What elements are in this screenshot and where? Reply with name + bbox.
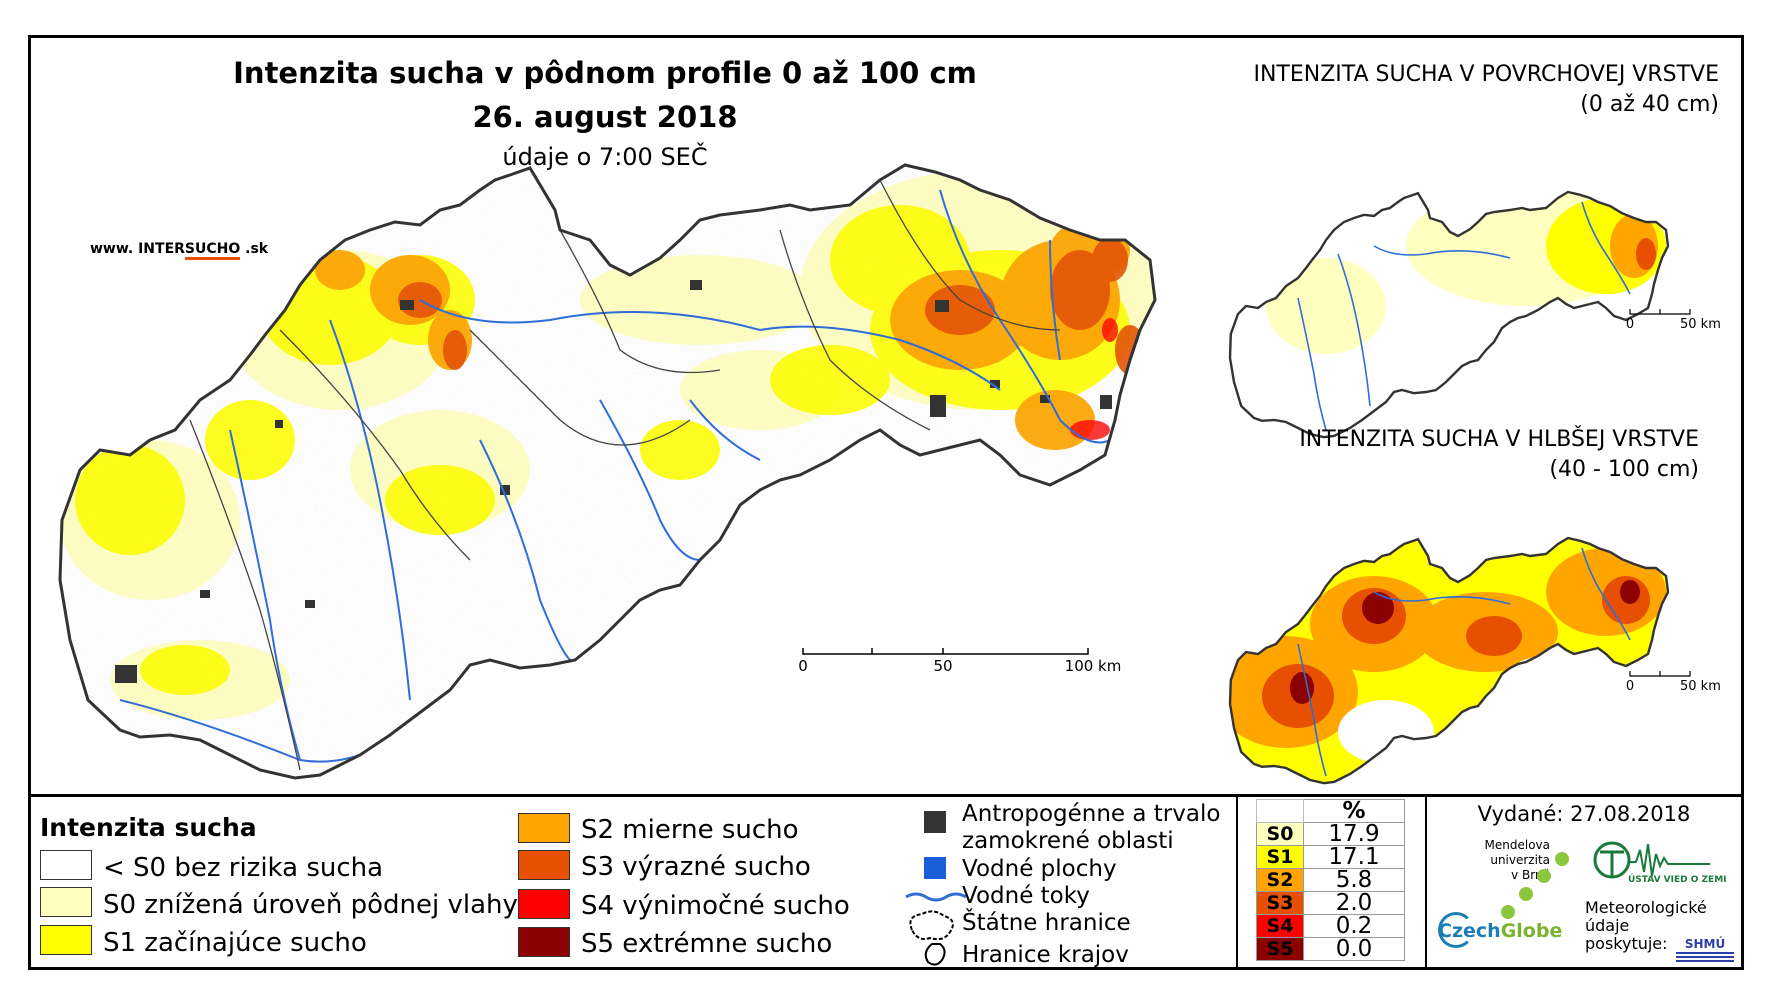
inset-scale-bars — [1629, 309, 1691, 677]
map-date: 26. august 2018 — [472, 100, 738, 134]
ustav-vied-o-zemi-logo — [1593, 841, 1710, 879]
percent-value: 17.9 — [1303, 822, 1405, 846]
main-title: Intenzita sucha v pôdnom profile 0 až 10… — [233, 56, 977, 90]
meteo-data-credit: Meteorologické údaje poskytuje: — [1585, 898, 1707, 953]
percent-value: 5.8 — [1303, 868, 1405, 892]
legend-label-s0: S0 znížená úroveň pôdnej vlahy — [103, 890, 518, 920]
czechglobe-ring-icon — [1438, 912, 1474, 948]
percent-class: S2 — [1256, 868, 1304, 892]
percent-class: S3 — [1256, 891, 1304, 915]
percent-header: % — [1303, 799, 1405, 823]
percent-header-empty — [1256, 799, 1304, 823]
legend-swatch-s0 — [40, 887, 92, 917]
inset-deep-subtitle: (40 - 100 cm) — [1549, 457, 1699, 482]
percent-value: 0.0 — [1303, 937, 1405, 961]
percent-row-s2: S2 5.8 — [1256, 868, 1405, 892]
czechglobe-logo-part2: Globe — [1500, 920, 1563, 942]
shmu-logo-text: SHMÚ — [1676, 938, 1734, 950]
legend-swatch-s5 — [518, 927, 570, 957]
ustav-vied-o-zemi-text: ÚSTAV VIED O ZEMI — [1628, 875, 1727, 885]
website-accent: SUCHO — [184, 241, 241, 260]
inset-surface-title: INTENZITA SUCHA V POVRCHOVEJ VRSTVE — [1253, 62, 1719, 87]
inset-deep-scale-zero: 0 — [1625, 679, 1635, 694]
percent-row-s4: S4 0.2 — [1256, 914, 1405, 938]
percent-value: 0.2 — [1303, 914, 1405, 938]
percent-row-s3: S3 2.0 — [1256, 891, 1405, 915]
percent-row-s0: S0 17.9 — [1256, 822, 1405, 846]
percent-class: S0 — [1256, 822, 1304, 846]
mendel-logo-dot — [1519, 887, 1533, 901]
percent-class: S1 — [1256, 845, 1304, 869]
legend-separator-2 — [1425, 796, 1427, 970]
percent-value: 2.0 — [1303, 891, 1405, 915]
legend-swatch-s1 — [40, 925, 92, 955]
legend-label-below-s0: < S0 bez rizika sucha — [103, 853, 384, 883]
legend-label-s4: S4 výnimočné sucho — [581, 891, 850, 921]
legend-label-water-bodies: Vodné plochy — [962, 856, 1117, 882]
legend-label-s1: S1 začínajúce sucho — [103, 928, 367, 958]
shmu-logo: SHMÚ — [1676, 938, 1734, 962]
legend-label-s5: S5 extrémne sucho — [581, 929, 833, 959]
issued-date: Vydané: 27.08.2018 — [1477, 802, 1691, 826]
main-scale-mid: 50 — [933, 657, 953, 675]
legend-title: Intenzita sucha — [40, 813, 257, 842]
legend-label-anthropogenic: Antropogénne a trvalo zamokrené oblasti — [962, 801, 1221, 854]
inset-map-deep — [1228, 536, 1670, 785]
percent-value: 17.1 — [1303, 845, 1405, 869]
mendel-logo-dot — [1501, 905, 1515, 919]
percent-row-s1: S1 17.1 — [1256, 845, 1405, 869]
legend-swatch-s2 — [518, 813, 570, 843]
mendel-logo-dot — [1537, 869, 1551, 883]
legend-swatch-s3 — [518, 850, 570, 880]
data-time: údaje o 7:00 SEČ — [502, 143, 708, 171]
percent-class: S4 — [1256, 914, 1304, 938]
percent-class: S5 — [1256, 937, 1304, 961]
inset-deep-title: INTENZITA SUCHA V HLBŠEJ VRSTVE — [1299, 427, 1699, 452]
main-scale-end: 100 km — [1064, 657, 1122, 675]
legend-label-s2: S2 mierne sucho — [581, 815, 799, 845]
mendel-logo-text: Mendelova univerzita v Brně — [1484, 838, 1550, 882]
main-scale-zero: 0 — [798, 657, 808, 675]
percent-table-header: % — [1256, 799, 1405, 823]
percent-row-s5: S5 0.0 — [1256, 937, 1405, 961]
legend-label-s3: S3 výrazné sucho — [581, 852, 811, 882]
website-prefix: www. INTER — [90, 241, 185, 257]
inset-deep-scale-end: 50 km — [1680, 679, 1721, 694]
website-suffix: .sk — [240, 241, 269, 257]
mendel-logo-dot — [1555, 852, 1569, 866]
legend-symbols — [905, 811, 967, 966]
website-link[interactable]: www. INTERSUCHO .sk — [90, 241, 269, 260]
inset-surface-scale-end: 50 km — [1680, 317, 1721, 332]
legend-swatch-below-s0 — [40, 850, 92, 880]
percent-table: % S0 17.9 S1 17.1 S2 5.8 S3 2.0 S4 0.2 S… — [1256, 799, 1405, 961]
legend-swatch-s4 — [518, 889, 570, 919]
inset-map-surface — [1228, 190, 1670, 439]
inset-surface-subtitle: (0 až 40 cm) — [1580, 92, 1719, 117]
legend-divider — [28, 794, 1744, 797]
inset-surface-scale-zero: 0 — [1625, 317, 1635, 332]
legend-label-state-border: Štátne hranice — [962, 910, 1131, 936]
legend-label-rivers: Vodné toky — [962, 883, 1090, 909]
legend-label-region-border: Hranice krajov — [962, 942, 1129, 968]
map-frame — [28, 35, 1744, 970]
legend-separator-1 — [1236, 796, 1238, 970]
main-scale-bar — [802, 648, 1089, 655]
